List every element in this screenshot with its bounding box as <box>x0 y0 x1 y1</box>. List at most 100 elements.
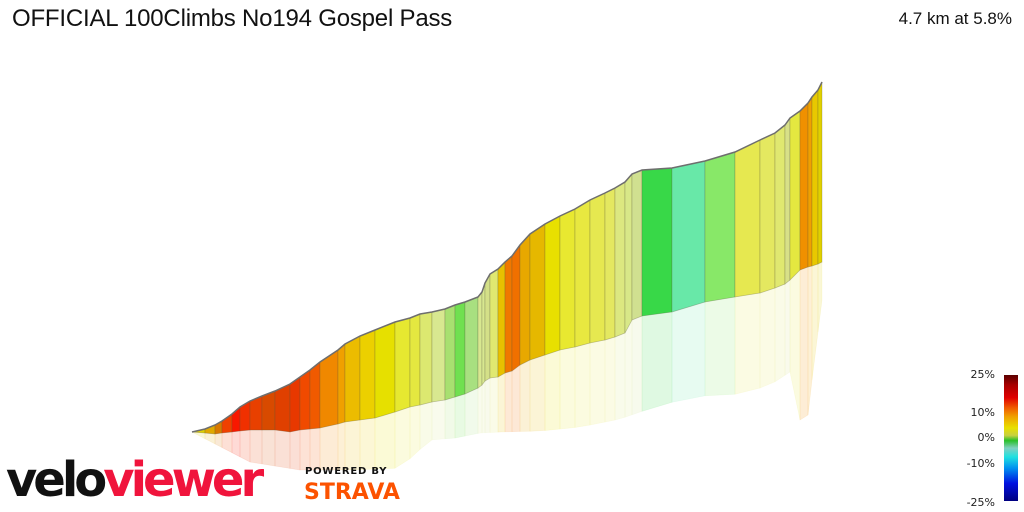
gradient-segment[interactable] <box>807 95 813 268</box>
gradient-segment[interactable] <box>477 291 483 389</box>
gradient-segment[interactable] <box>419 311 433 406</box>
logo-viewer: viewer <box>103 452 264 508</box>
powered-by-label: POWERED BY <box>305 466 388 477</box>
reflection-segment <box>574 342 591 428</box>
gradient-segment[interactable] <box>497 261 506 378</box>
legend-label-0: 0% <box>977 431 995 444</box>
reflection-segment <box>204 432 216 445</box>
gradient-segment[interactable] <box>444 304 456 401</box>
reflection-segment <box>799 266 809 421</box>
gradient-segment[interactable] <box>454 301 466 398</box>
gradient-segment[interactable] <box>359 329 376 421</box>
reflection-segment <box>559 346 576 430</box>
reflection-segment <box>289 429 301 471</box>
reflection-segment <box>519 359 531 432</box>
legend-label-minus25: -25% <box>966 496 995 509</box>
reflection-segment <box>274 429 291 469</box>
gradient-segment[interactable] <box>614 181 626 338</box>
legend-label-minus10: -10% <box>966 457 995 470</box>
gradient-segment[interactable] <box>337 343 346 425</box>
gradient-segment[interactable] <box>817 81 823 265</box>
gradient-segment[interactable] <box>309 361 321 430</box>
gradient-segment[interactable] <box>544 215 561 356</box>
reflection-segment <box>631 315 643 416</box>
reflection-segment <box>394 406 411 469</box>
gradient-segment[interactable] <box>734 139 761 298</box>
reflection-segment <box>431 399 446 441</box>
gradient-segment[interactable] <box>289 376 301 433</box>
gradient-segment[interactable] <box>799 102 809 271</box>
gradient-segment[interactable] <box>489 268 499 379</box>
reflection-segment <box>231 430 241 458</box>
gradient-segment[interactable] <box>529 223 546 361</box>
gradient-legend: 25% 10% 0% -10% -25% <box>955 366 1024 512</box>
reflection-segment <box>419 401 433 450</box>
gradient-segment[interactable] <box>481 282 486 387</box>
page-title: OFFICIAL 100Climbs No194 Gospel Pass <box>12 5 453 32</box>
reflection-segment <box>344 419 361 471</box>
gradient-color-scale <box>1004 375 1018 501</box>
reflection-segment <box>811 263 819 381</box>
gradient-segment[interactable] <box>774 124 786 289</box>
gradient-segment[interactable] <box>249 395 263 431</box>
gradient-segment[interactable] <box>624 173 633 334</box>
climb-stats: 4.7 km at 5.8% <box>898 9 1012 28</box>
reflection-segment <box>544 349 561 431</box>
gradient-segment[interactable] <box>604 187 616 341</box>
reflection-segment <box>444 396 456 440</box>
veloviewer-logo[interactable]: veloviewer <box>6 452 264 508</box>
reflection-segment <box>319 423 339 471</box>
reflection-segment <box>734 292 761 395</box>
reflection-segment <box>759 287 776 389</box>
reflection-segment <box>614 332 626 421</box>
gradient-segment[interactable] <box>671 160 706 313</box>
reflection-segment <box>624 319 633 418</box>
gradient-segment[interactable] <box>759 132 776 294</box>
gradient-segment[interactable] <box>344 335 361 423</box>
gradient-segment[interactable] <box>641 167 673 317</box>
gradient-segment[interactable] <box>299 369 311 431</box>
profile-outline <box>191 81 823 433</box>
reflection-segment <box>359 417 376 470</box>
gradient-segment[interactable] <box>261 390 276 431</box>
gradient-segment[interactable] <box>784 116 791 285</box>
reflection-segment <box>504 370 513 433</box>
gradient-segment[interactable] <box>319 349 339 429</box>
gradient-segment[interactable] <box>704 151 736 303</box>
gradient-segment[interactable] <box>589 192 606 344</box>
gradient-segment[interactable] <box>484 272 491 382</box>
reflection-segment <box>817 261 823 333</box>
gradient-segment[interactable] <box>574 199 591 348</box>
gradient-segment[interactable] <box>374 321 396 419</box>
gradient-segment[interactable] <box>394 317 411 413</box>
reflection-segment <box>261 429 276 467</box>
reflection-segment <box>529 354 546 432</box>
gradient-segment[interactable] <box>631 169 643 321</box>
reflection-segment <box>337 421 346 471</box>
reflection-segment <box>671 301 706 403</box>
gradient-segment[interactable] <box>519 233 531 366</box>
reflection-segment <box>309 427 321 471</box>
reflection-segment <box>239 429 251 463</box>
gradient-segment[interactable] <box>789 110 801 281</box>
gradient-segment[interactable] <box>464 296 479 395</box>
gradient-segment[interactable] <box>511 243 521 372</box>
reflection-segment <box>807 265 813 416</box>
gradient-segment[interactable] <box>409 313 421 408</box>
gradient-segment[interactable] <box>431 308 446 403</box>
reflection-segment <box>789 269 801 421</box>
gradient-segment[interactable] <box>811 89 819 267</box>
reflection-segment <box>374 411 396 470</box>
gradient-segment[interactable] <box>504 255 513 374</box>
reflection-segment <box>589 339 606 426</box>
strava-logo[interactable]: STRAVA <box>304 480 400 505</box>
reflection-segment <box>489 376 499 433</box>
logo-velo: velo <box>6 452 107 508</box>
gradient-segment[interactable] <box>274 383 291 433</box>
legend-label-10: 10% <box>970 406 995 419</box>
gradient-segment[interactable] <box>559 208 576 351</box>
reflection-segment <box>454 393 466 439</box>
reflection-segment <box>464 387 479 437</box>
reflection-segment <box>604 336 616 423</box>
